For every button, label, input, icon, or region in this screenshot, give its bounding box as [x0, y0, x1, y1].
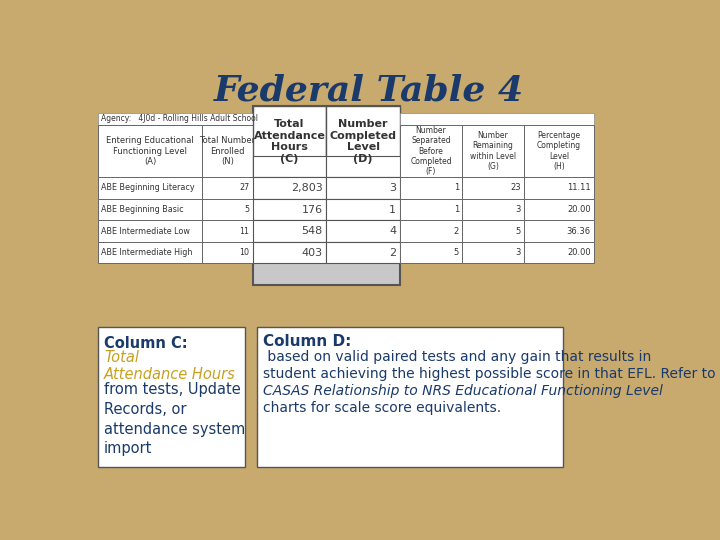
Text: Federal Table 4: Federal Table 4 [214, 73, 524, 107]
Text: 548: 548 [301, 226, 323, 236]
Text: 11.11: 11.11 [567, 184, 590, 192]
Bar [326, 220, 400, 242]
Bar [98, 220, 202, 242]
Text: 27: 27 [239, 184, 250, 192]
Bar [326, 106, 400, 177]
Text: 5: 5 [454, 248, 459, 257]
Text: 1: 1 [454, 184, 459, 192]
Bar [524, 242, 594, 264]
Text: 5: 5 [516, 227, 521, 235]
Bar [524, 125, 594, 177]
Text: 1: 1 [454, 205, 459, 214]
Text: from tests, Update
Records, or
attendance system
import: from tests, Update Records, or attendanc… [104, 382, 246, 456]
Bar [400, 177, 462, 199]
Text: 176: 176 [302, 205, 323, 214]
Bar [400, 199, 462, 220]
Bar [326, 156, 400, 177]
Bar [462, 199, 524, 220]
Text: 403: 403 [302, 248, 323, 258]
Bar [253, 220, 326, 242]
Bar [202, 125, 253, 177]
Text: ABE Beginning Literacy: ABE Beginning Literacy [101, 184, 194, 192]
Text: 2: 2 [454, 227, 459, 235]
Text: 4: 4 [389, 226, 396, 236]
Bar [98, 327, 245, 467]
Text: 3: 3 [389, 183, 396, 193]
Bar [256, 327, 563, 467]
Text: 3: 3 [516, 205, 521, 214]
Text: CASAS Relationship to NRS Educational Functioning Level: CASAS Relationship to NRS Educational Fu… [263, 383, 662, 397]
Text: charts for scale score equivalents.: charts for scale score equivalents. [263, 401, 501, 415]
Text: 2,803: 2,803 [291, 183, 323, 193]
Text: based on valid paired tests and any gain that results in: based on valid paired tests and any gain… [263, 350, 651, 364]
Text: Entering Educational
Functioning Level
(A): Entering Educational Functioning Level (… [106, 136, 194, 166]
Text: Column C:: Column C: [104, 336, 193, 351]
Bar [253, 156, 326, 177]
Text: 36.36: 36.36 [567, 227, 590, 235]
Bar [400, 125, 462, 177]
Bar [202, 220, 253, 242]
Bar [253, 199, 326, 220]
Bar [462, 125, 524, 177]
Bar [326, 242, 400, 264]
Bar [524, 177, 594, 199]
Text: ABE Beginning Basic: ABE Beginning Basic [101, 205, 184, 214]
Bar [400, 242, 462, 264]
Bar [253, 106, 400, 285]
Bar [202, 177, 253, 199]
Bar [400, 220, 462, 242]
Bar [524, 220, 594, 242]
Bar [202, 199, 253, 220]
Text: Column D:: Column D: [263, 334, 351, 349]
Bar [98, 112, 253, 125]
Bar [462, 220, 524, 242]
Bar [326, 177, 400, 199]
Text: 11: 11 [240, 227, 250, 235]
Bar [400, 112, 594, 125]
Bar [98, 125, 202, 177]
Text: Agency:   4J0d - Rolling Hills Adult School: Agency: 4J0d - Rolling Hills Adult Schoo… [101, 114, 258, 123]
Text: ABE Intermediate High: ABE Intermediate High [101, 248, 192, 257]
Bar [326, 199, 400, 220]
Text: Percentage
Completing
Level
(H): Percentage Completing Level (H) [537, 131, 581, 171]
Bar [524, 199, 594, 220]
Text: 20.00: 20.00 [567, 248, 590, 257]
Text: 20.00: 20.00 [567, 205, 590, 214]
Bar [462, 242, 524, 264]
Bar [98, 242, 202, 264]
Text: ABE Intermediate Low: ABE Intermediate Low [101, 227, 190, 235]
Bar [253, 177, 326, 199]
Text: 2: 2 [389, 248, 396, 258]
Text: Number
Separated
Before
Completed
(F): Number Separated Before Completed (F) [410, 126, 452, 177]
Text: 3: 3 [516, 248, 521, 257]
Bar [98, 199, 202, 220]
Text: student achieving the highest possible score in that EFL. Refer to: student achieving the highest possible s… [263, 367, 716, 381]
Bar [202, 242, 253, 264]
Text: Total
Attendance Hours: Total Attendance Hours [104, 350, 235, 382]
Text: 1: 1 [389, 205, 396, 214]
Text: 5: 5 [245, 205, 250, 214]
Bar [253, 106, 326, 177]
Text: Total
Attendance
Hours
(C): Total Attendance Hours (C) [253, 119, 325, 164]
Text: Number
Completed
Level
(D): Number Completed Level (D) [330, 119, 397, 164]
Text: 23: 23 [510, 184, 521, 192]
Bar [253, 242, 326, 264]
Bar [98, 177, 202, 199]
Text: 10: 10 [240, 248, 250, 257]
Text: Number
Remaining
within Level
(G): Number Remaining within Level (G) [470, 131, 516, 171]
Text: Total Number
Enrolled
(N): Total Number Enrolled (N) [199, 136, 256, 166]
Bar [462, 177, 524, 199]
